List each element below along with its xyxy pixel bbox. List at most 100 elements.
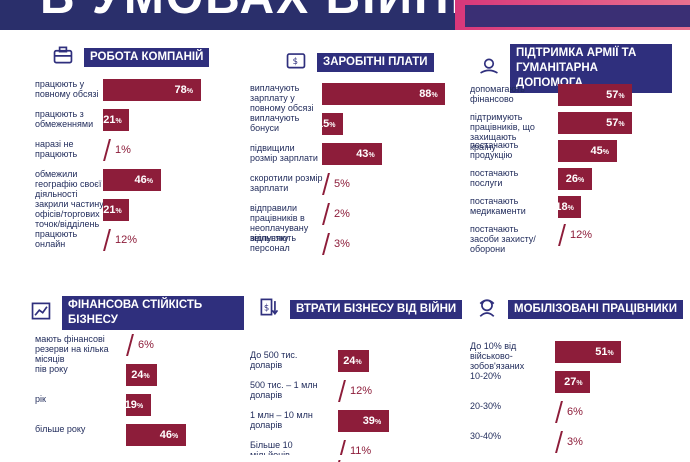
- bar: [555, 401, 563, 423]
- bar: [558, 168, 592, 190]
- bar-label: працюють онлайн: [35, 229, 78, 249]
- bar-value: 88%: [419, 88, 438, 100]
- helping-hand-icon: [478, 56, 504, 82]
- bar-label: підвищили розмір зарплати: [250, 143, 318, 163]
- bar-value: 21%: [103, 114, 122, 126]
- bar-value: 51%: [595, 346, 614, 358]
- bar-value: 27%: [564, 376, 583, 388]
- svg-text:$: $: [264, 302, 269, 312]
- finance-chart-icon: [30, 300, 56, 326]
- bar-label: підтримують працівників, що захищають кр…: [470, 112, 535, 152]
- bar-label: відправили працівників в неоплачувану ві…: [250, 203, 309, 243]
- bar-value: 46%: [134, 174, 153, 186]
- bar-value: 11%: [350, 445, 372, 457]
- bar-label: виплачують зарплату у повному обсязі: [250, 83, 314, 113]
- bar-label: виплачують бонуси: [250, 113, 300, 133]
- bar-label: 10-20%: [470, 371, 502, 381]
- bar-label: скоротили розмір зарплати: [250, 173, 323, 193]
- bar-label: працюють у повному обсязі: [35, 79, 99, 99]
- bar-value: 45%: [590, 145, 609, 157]
- bar-value: 3%: [334, 238, 350, 250]
- bar-value: 18%: [555, 201, 574, 213]
- bar-value: 57%: [606, 117, 625, 129]
- bar-value: 6%: [567, 406, 583, 418]
- bar-label: мають фінансові резерви на кілька місяці…: [35, 334, 109, 364]
- bar-value: 12%: [115, 234, 138, 246]
- bar: [322, 113, 343, 135]
- bar: [558, 196, 582, 218]
- wallet-icon: $: [285, 49, 311, 75]
- bar-value: 78%: [174, 84, 193, 96]
- bar-label: працюють з обмеженнями: [35, 109, 94, 129]
- bar: [322, 143, 383, 165]
- bar: [126, 364, 158, 386]
- bar-value: 26%: [565, 173, 585, 185]
- bar-label: пів року: [35, 364, 68, 374]
- bar-value: 1%: [115, 144, 131, 156]
- bar-value: 24%: [131, 369, 150, 381]
- top-banner: В УМОВАХ ВІЙНИ: [0, 0, 690, 30]
- bar: [555, 371, 591, 393]
- banner-accent-inner: [465, 5, 690, 27]
- bar-value: 43%: [356, 148, 375, 160]
- section-title: ЗАРОБІТНІ ПЛАТИ: [317, 52, 434, 72]
- bar-label: постачають засоби захисту/оборони: [470, 224, 536, 254]
- section-title: МОБІЛІЗОВАНІ ПРАЦІВНИКИ: [508, 299, 683, 319]
- bar: [126, 424, 186, 446]
- bar-label: постачають медикаменти: [470, 196, 526, 216]
- bar-label: До 500 тис. доларів: [250, 350, 298, 370]
- bar-label: наразі не працюють: [35, 139, 78, 159]
- bar-label: 30-40%: [470, 431, 502, 441]
- bar: [103, 169, 161, 191]
- bar-value: 3%: [567, 436, 583, 448]
- bar: [558, 224, 566, 246]
- bar-label: обмежили географію своєї діяльності: [35, 169, 102, 199]
- money-loss-icon: $: [258, 296, 284, 322]
- bar: [322, 83, 446, 105]
- bar-label: рік: [35, 394, 46, 404]
- bar-label: До 10% від військово-зобов'язаних: [470, 341, 525, 371]
- section-header: ФІНАНСОВА СТІЙКІСТЬ БІЗНЕСУ: [30, 296, 244, 330]
- bar-value: 19%: [124, 399, 144, 411]
- bar: [126, 394, 151, 416]
- bar-value: 12%: [570, 229, 593, 241]
- section-header: $ ЗАРОБІТНІ ПЛАТИ: [285, 49, 434, 75]
- bar-label: 20-30%: [470, 401, 502, 411]
- bottom-edge: [0, 455, 690, 460]
- bar-value: 15%: [317, 118, 336, 130]
- bar: [555, 341, 622, 363]
- section-header: МОБІЛІЗОВАНІ ПРАЦІВНИКИ: [476, 296, 683, 322]
- soldier-icon: [476, 296, 502, 322]
- bar: [338, 410, 389, 432]
- bar: [126, 334, 134, 356]
- bar: [338, 350, 370, 372]
- bar-value: 24%: [343, 355, 362, 367]
- bar: [558, 140, 617, 162]
- bar: [103, 199, 130, 221]
- section-title: ПІДТРИМКА АРМІЇ ТА ГУМАНІТАРНА ДОПОМОГА: [510, 44, 672, 93]
- bar-value: 57%: [606, 89, 625, 101]
- bar-label: 500 тис. – 1 млн доларів: [250, 380, 318, 400]
- bar-value: 12%: [350, 385, 373, 397]
- bar: [558, 84, 633, 106]
- bar-label: 1 млн – 10 млн доларів: [250, 410, 313, 430]
- section-header: ПІДТРИМКА АРМІЇ ТА ГУМАНІТАРНА ДОПОМОГА: [478, 44, 672, 93]
- bar: [103, 109, 130, 131]
- bar-value: 46%: [159, 429, 179, 441]
- section-title: ФІНАНСОВА СТІЙКІСТЬ БІЗНЕСУ: [62, 296, 244, 330]
- section-header: РОБОТА КОМПАНІЙ: [52, 44, 210, 70]
- bar-label: більше року: [35, 424, 86, 434]
- bar: [555, 431, 563, 453]
- bar-value: 6%: [138, 339, 154, 351]
- bar-label: постачають продукцію: [470, 140, 519, 160]
- bar: [338, 380, 346, 402]
- section-header: $ ВТРАТИ БІЗНЕСУ ВІД ВІЙНИ: [258, 296, 463, 322]
- banner-title: В УМОВАХ ВІЙНИ: [40, 0, 487, 25]
- svg-text:$: $: [293, 56, 298, 66]
- bar-label: допомагають фінансово: [470, 84, 525, 104]
- briefcase-icon: [52, 44, 78, 70]
- section-title: ВТРАТИ БІЗНЕСУ ВІД ВІЙНИ: [290, 299, 463, 319]
- bar-value: 39%: [362, 415, 382, 427]
- bar: [103, 79, 201, 101]
- section-title: РОБОТА КОМПАНІЙ: [84, 47, 210, 67]
